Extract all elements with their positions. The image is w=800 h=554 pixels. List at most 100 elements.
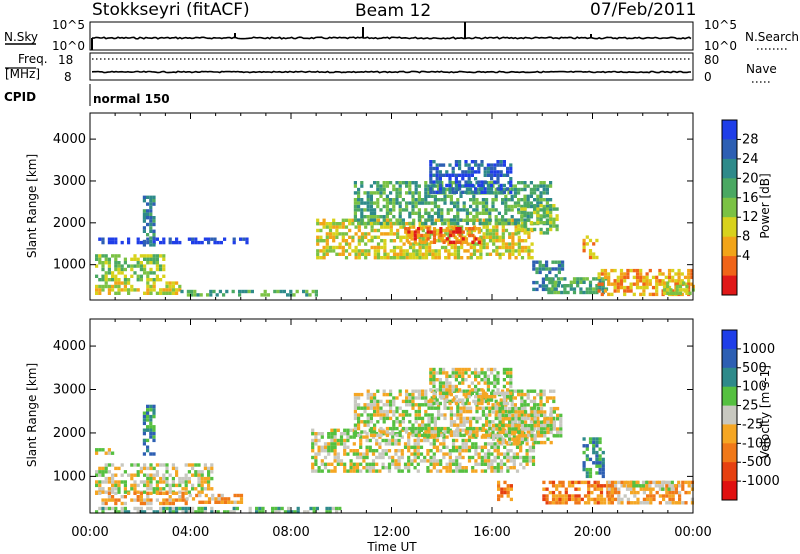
range-cell bbox=[485, 208, 489, 212]
range-cell bbox=[357, 249, 361, 253]
range-cell bbox=[165, 476, 169, 481]
range-cell bbox=[343, 449, 347, 453]
range-cell bbox=[366, 215, 370, 219]
range-cell bbox=[435, 459, 440, 463]
range-cell bbox=[359, 455, 363, 460]
range-cell bbox=[508, 235, 512, 239]
range-cell bbox=[155, 463, 159, 467]
range-cell bbox=[598, 461, 602, 465]
range-cell bbox=[569, 280, 573, 284]
range-cell bbox=[652, 497, 656, 502]
range-cell bbox=[191, 237, 195, 241]
range-cell bbox=[431, 256, 435, 260]
range-cell bbox=[401, 409, 405, 414]
range-cell bbox=[309, 506, 313, 511]
range-cell bbox=[461, 455, 465, 460]
range-cell bbox=[496, 442, 500, 446]
range-cell bbox=[490, 469, 494, 473]
range-cell bbox=[171, 240, 175, 245]
range-cell bbox=[152, 466, 156, 471]
range-cell bbox=[360, 239, 365, 243]
range-cell bbox=[376, 198, 380, 202]
range-cell bbox=[120, 506, 124, 511]
range-cell bbox=[482, 245, 486, 250]
range-cell bbox=[152, 414, 156, 419]
range-cell bbox=[194, 473, 198, 477]
colorbar-swatch bbox=[722, 275, 737, 296]
range-cell bbox=[579, 287, 583, 291]
range-cell bbox=[392, 249, 397, 253]
range-cell bbox=[332, 235, 336, 239]
range-cell bbox=[414, 191, 418, 195]
range-cell bbox=[175, 466, 179, 471]
range-cell bbox=[432, 233, 437, 238]
range-cell bbox=[661, 480, 665, 485]
range-cell bbox=[353, 426, 357, 431]
range-cell bbox=[474, 452, 478, 456]
range-cell bbox=[536, 194, 540, 198]
range-cell bbox=[432, 391, 436, 395]
range-cell bbox=[687, 480, 691, 485]
range-cell bbox=[526, 198, 530, 202]
range-cell bbox=[665, 494, 669, 498]
range-cell bbox=[461, 367, 465, 372]
range-cell bbox=[413, 240, 417, 244]
range-cell bbox=[365, 469, 369, 473]
range-cell bbox=[449, 194, 453, 198]
range-cell bbox=[416, 469, 420, 473]
range-cell bbox=[195, 493, 199, 498]
range-cell bbox=[117, 466, 121, 471]
range-cell bbox=[203, 476, 207, 481]
range-cell bbox=[365, 452, 369, 456]
range-cell bbox=[162, 501, 166, 506]
range-cell bbox=[548, 267, 552, 271]
range-cell bbox=[587, 484, 591, 488]
range-cell bbox=[354, 225, 358, 229]
range-cell bbox=[461, 401, 465, 406]
x-tick-label: 00:00 bbox=[71, 525, 108, 540]
range-cell bbox=[398, 413, 402, 417]
range-cell bbox=[330, 445, 334, 449]
range-cell bbox=[213, 510, 217, 514]
range-cell bbox=[632, 268, 636, 273]
range-cell bbox=[133, 264, 137, 268]
range-cell bbox=[389, 426, 393, 431]
range-cell bbox=[655, 289, 659, 293]
range-cell bbox=[335, 225, 339, 229]
range-cell bbox=[413, 455, 417, 460]
range-cell bbox=[398, 389, 402, 393]
range-cell bbox=[344, 242, 349, 246]
range-cell bbox=[456, 409, 460, 414]
range-cell bbox=[623, 292, 627, 297]
range-cell bbox=[143, 483, 147, 488]
range-cell bbox=[401, 399, 405, 404]
range-cell bbox=[449, 413, 453, 417]
range-cell bbox=[617, 497, 621, 502]
range-cell bbox=[363, 215, 367, 219]
range-cell bbox=[365, 455, 369, 460]
range-cell bbox=[414, 433, 418, 438]
range-cell bbox=[143, 264, 147, 268]
range-cell bbox=[351, 249, 355, 253]
range-cell bbox=[468, 233, 472, 238]
range-cell bbox=[642, 487, 646, 491]
range-cell bbox=[420, 240, 424, 244]
range-cell bbox=[501, 218, 505, 222]
range-cell bbox=[496, 160, 500, 164]
range-cell bbox=[519, 462, 523, 466]
range-cell bbox=[303, 510, 307, 514]
range-cell bbox=[395, 201, 399, 205]
range-cell bbox=[475, 208, 479, 212]
range-cell bbox=[204, 500, 208, 504]
range-cell bbox=[464, 445, 468, 449]
range-cell bbox=[488, 426, 492, 431]
range-cell bbox=[435, 462, 440, 466]
range-cell bbox=[492, 225, 496, 229]
range-cell bbox=[171, 483, 175, 488]
range-cell bbox=[152, 261, 156, 265]
range-cell bbox=[588, 284, 593, 288]
range-cell bbox=[498, 430, 502, 435]
range-cell bbox=[481, 208, 485, 212]
range-cell bbox=[408, 396, 412, 400]
range-cell bbox=[592, 277, 596, 281]
